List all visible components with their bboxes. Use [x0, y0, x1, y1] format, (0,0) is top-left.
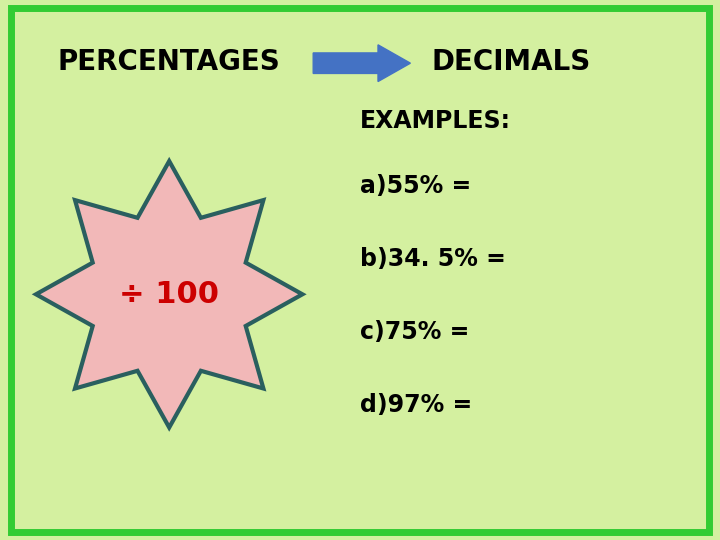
Text: b)34. 5% =: b)34. 5% =: [360, 247, 506, 271]
Polygon shape: [36, 161, 302, 428]
Text: DECIMALS: DECIMALS: [432, 48, 591, 76]
Text: d)97% =: d)97% =: [360, 393, 472, 417]
Text: EXAMPLES:: EXAMPLES:: [360, 110, 511, 133]
Text: PERCENTAGES: PERCENTAGES: [58, 48, 280, 76]
Text: c)75% =: c)75% =: [360, 320, 469, 344]
FancyArrow shape: [313, 45, 410, 82]
Text: ÷ 100: ÷ 100: [120, 280, 219, 309]
Text: a)55% =: a)55% =: [360, 174, 472, 198]
